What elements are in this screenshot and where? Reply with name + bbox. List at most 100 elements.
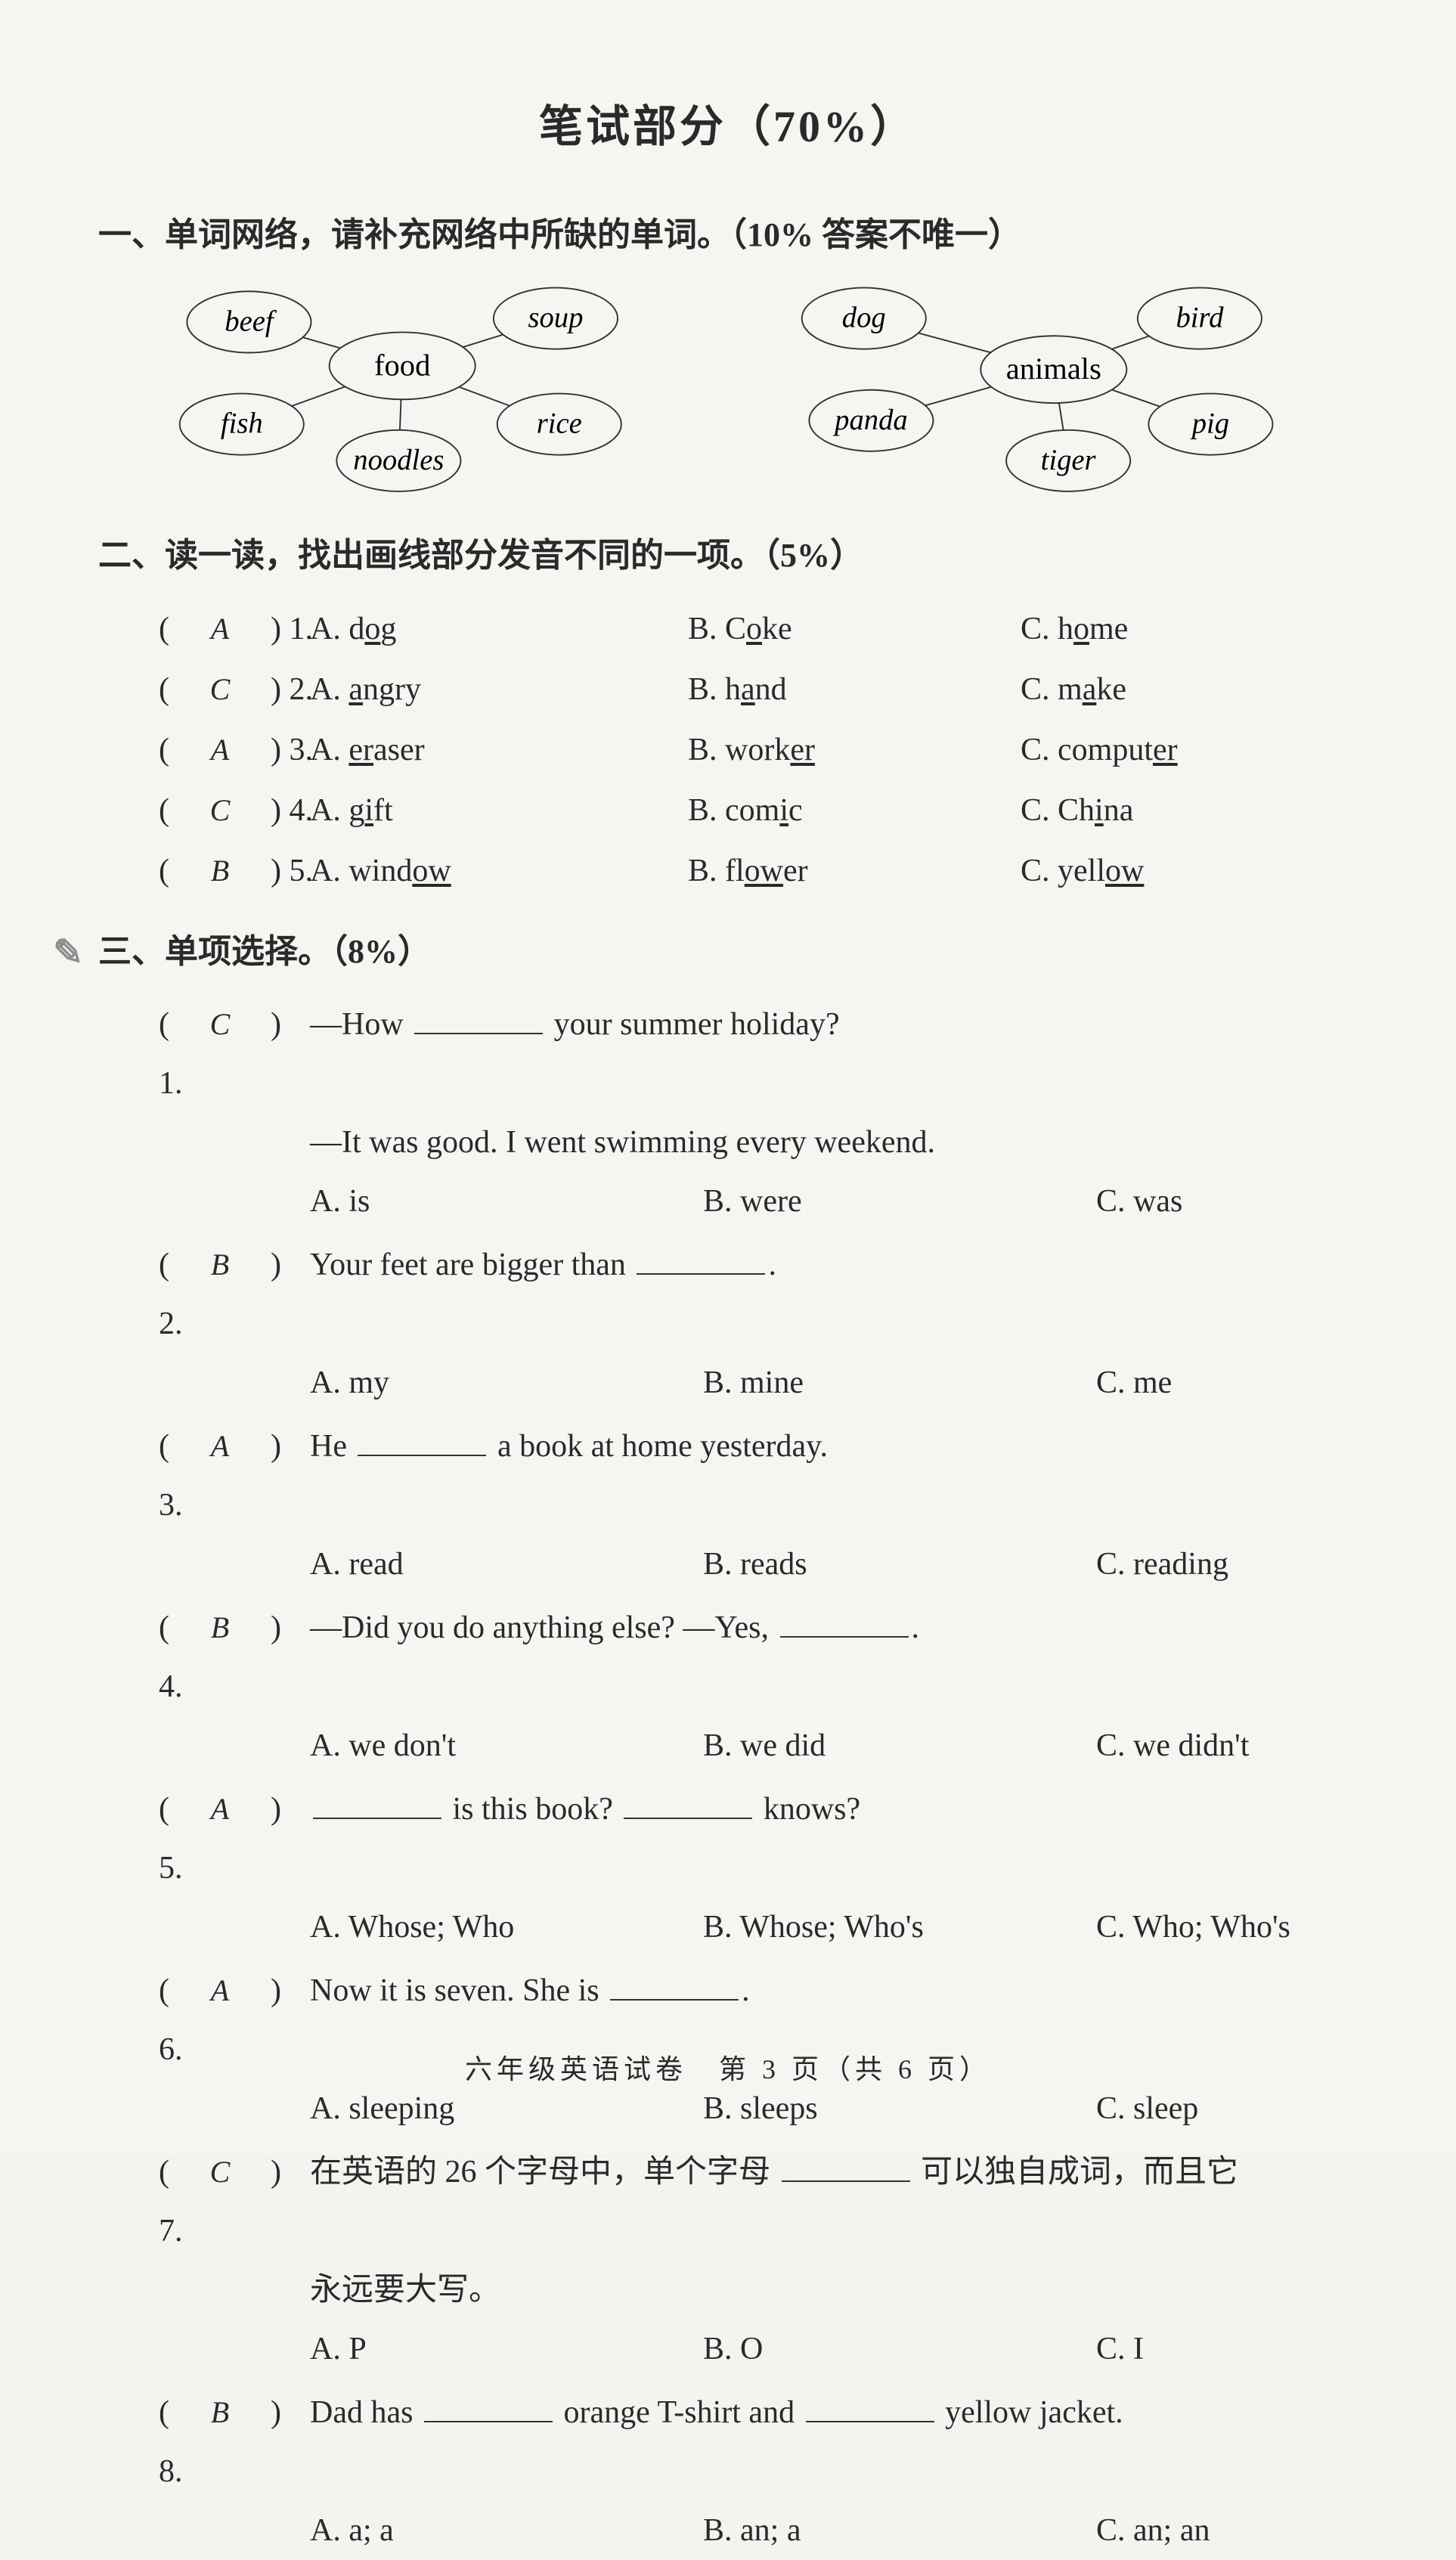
handwritten-answer: C: [201, 659, 239, 720]
pencil-icon: ✎: [53, 931, 83, 974]
section2-items: ( A ) 1.A. dogB. CokeC. home( C ) 2.A. a…: [159, 599, 1358, 901]
web-node-label: beef: [225, 306, 277, 338]
web-node-label: panda: [832, 404, 908, 436]
answer-slot: ( A ) 5.: [159, 1780, 310, 1898]
mcq-options: A. readB. readsC. reading: [310, 1535, 1358, 1594]
option-b: B. Coke: [688, 599, 1021, 659]
mcq-item: ( C ) 1.—How your summer holiday?—It was…: [159, 995, 1358, 1231]
mcq-item: ( B ) 4.—Did you do anything else? —Yes,…: [159, 1598, 1358, 1775]
answer-slot: ( B ) 4.: [159, 1598, 310, 1716]
option-a: A. Whose; Who: [310, 1898, 703, 1957]
option-c: C. was: [1096, 1172, 1399, 1231]
option-c: C. I: [1096, 2320, 1399, 2379]
answer-slot: ( C ) 7.: [159, 2143, 310, 2261]
option-a: A. eraser: [310, 720, 688, 780]
option-b: B. worker: [688, 720, 1021, 780]
option-c: C. China: [1021, 780, 1323, 841]
option-c: C. we didn't: [1096, 1716, 1399, 1775]
page-title: 笔试部分（70%）: [98, 91, 1358, 154]
mcq-item: ( B ) 2.Your feet are bigger than .A. my…: [159, 1235, 1358, 1412]
mcq-options: A. a; aB. an; aC. an; an: [310, 2501, 1358, 2560]
web-center-label: food: [374, 348, 430, 382]
option-b: B. flower: [688, 841, 1021, 901]
option-c: C. reading: [1096, 1535, 1399, 1594]
web-node-label: dog: [842, 302, 886, 334]
section2-heading: 二、读一读，找出画线部分发音不同的一项。（5%）: [98, 528, 1358, 576]
section3-heading-text: 三、单项选择。（8%）: [98, 933, 431, 970]
option-b: B. we did: [703, 1716, 1096, 1775]
option-a: A. read: [310, 1535, 703, 1594]
answer-slot: ( C ) 2.: [159, 659, 310, 720]
page-footer: 六年级英语试卷 第 3 页（共 6 页）: [0, 2047, 1456, 2087]
option-a: A. window: [310, 841, 688, 901]
phonics-item: ( C ) 4.A. giftB. comicC. China: [159, 780, 1358, 841]
handwritten-answer: B: [201, 1598, 239, 1657]
answer-slot: ( A ) 3.: [159, 1417, 310, 1535]
mcq-item: ( A ) 3.He a book at home yesterday.A. r…: [159, 1417, 1358, 1594]
option-c: C. sleep: [1096, 2079, 1399, 2138]
option-a: A. dog: [310, 599, 688, 659]
question-stem: He a book at home yesterday.: [310, 1417, 1368, 1535]
option-b: B. reads: [703, 1535, 1096, 1594]
option-b: B. sleeps: [703, 2079, 1096, 2138]
web-node-label: bird: [1176, 302, 1224, 334]
mcq-options: A. myB. mineC. me: [310, 1353, 1358, 1412]
handwritten-answer: A: [201, 720, 239, 780]
answer-slot: ( A ) 1.: [159, 599, 310, 659]
section3-heading: ✎ 三、单项选择。（8%）: [98, 924, 1358, 972]
question-stem: —Did you do anything else? —Yes, .: [310, 1598, 1368, 1716]
answer-slot: ( C ) 4.: [159, 780, 310, 841]
handwritten-answer: B: [201, 1235, 239, 1294]
option-a: A. angry: [310, 659, 688, 720]
handwritten-answer: A: [201, 1417, 239, 1476]
web-node-label: tiger: [1041, 445, 1097, 476]
phonics-item: ( A ) 1.A. dogB. CokeC. home: [159, 599, 1358, 659]
handwritten-answer: A: [201, 599, 239, 659]
option-b: B. O: [703, 2320, 1096, 2379]
option-c: C. computer: [1021, 720, 1323, 780]
option-a: A. is: [310, 1172, 703, 1231]
question-sub-line: —It was good. I went swimming every week…: [310, 1113, 1358, 1172]
phonics-item: ( B ) 5.A. windowB. flowerC. yellow: [159, 841, 1358, 901]
answer-slot: ( C ) 1.: [159, 995, 310, 1113]
handwritten-answer: C: [201, 2143, 239, 2202]
question-stem: —How your summer holiday?: [310, 995, 1368, 1113]
option-c: C. make: [1021, 659, 1323, 720]
mcq-item: ( B ) 8.Dad has orange T-shirt and yello…: [159, 2383, 1358, 2560]
mcq-item: ( A ) 5. is this book? knows?A. Whose; W…: [159, 1780, 1358, 1957]
option-c: C. an; an: [1096, 2501, 1399, 2560]
web-center-label: animals: [1006, 352, 1101, 386]
mcq-options: A. we don'tB. we didC. we didn't: [310, 1716, 1358, 1775]
option-a: A. we don't: [310, 1716, 703, 1775]
handwritten-answer: B: [201, 841, 239, 901]
option-b: B. an; a: [703, 2501, 1096, 2560]
handwritten-answer: A: [201, 1961, 239, 2020]
mcq-options: A. isB. wereC. was: [310, 1172, 1358, 1231]
web-node-label: pig: [1190, 408, 1229, 440]
answer-slot: ( B ) 2.: [159, 1235, 310, 1353]
option-b: B. were: [703, 1172, 1096, 1231]
option-c: C. yellow: [1021, 841, 1323, 901]
option-b: B. mine: [703, 1353, 1096, 1412]
answer-slot: ( B ) 8.: [159, 2383, 310, 2501]
web-node-label: fish: [221, 408, 263, 440]
handwritten-answer: C: [201, 780, 239, 841]
option-a: A. a; a: [310, 2501, 703, 2560]
question-stem: 在英语的 26 个字母中，单个字母 可以独自成词，而且它: [310, 2143, 1368, 2261]
question-stem: Dad has orange T-shirt and yellow jacket…: [310, 2383, 1368, 2501]
option-c: C. me: [1096, 1353, 1399, 1412]
web-node-label: noodles: [353, 445, 444, 476]
answer-slot: ( A ) 3.: [159, 720, 310, 780]
answer-slot: ( B ) 5.: [159, 841, 310, 901]
mcq-options: A. PB. OC. I: [310, 2320, 1358, 2379]
option-a: A. P: [310, 2320, 703, 2379]
section1-heading: 一、单词网络，请补充网络中所缺的单词。（10% 答案不唯一）: [98, 207, 1358, 256]
mcq-options: A. Whose; WhoB. Whose; Who'sC. Who; Who'…: [310, 1898, 1358, 1957]
mcq-item: ( C ) 7.在英语的 26 个字母中，单个字母 可以独自成词，而且它永远要大…: [159, 2143, 1358, 2379]
word-web-row: beefsoupfishnoodlesricefood dogbirdpanda…: [121, 278, 1335, 490]
exam-page: 笔试部分（70%） 一、单词网络，请补充网络中所缺的单词。（10% 答案不唯一）…: [0, 0, 1456, 2155]
phonics-item: ( A ) 3.A. eraserB. workerC. computer: [159, 720, 1358, 780]
option-c: C. home: [1021, 599, 1323, 659]
option-b: B. hand: [688, 659, 1021, 720]
web-node-label: rice: [537, 408, 582, 440]
